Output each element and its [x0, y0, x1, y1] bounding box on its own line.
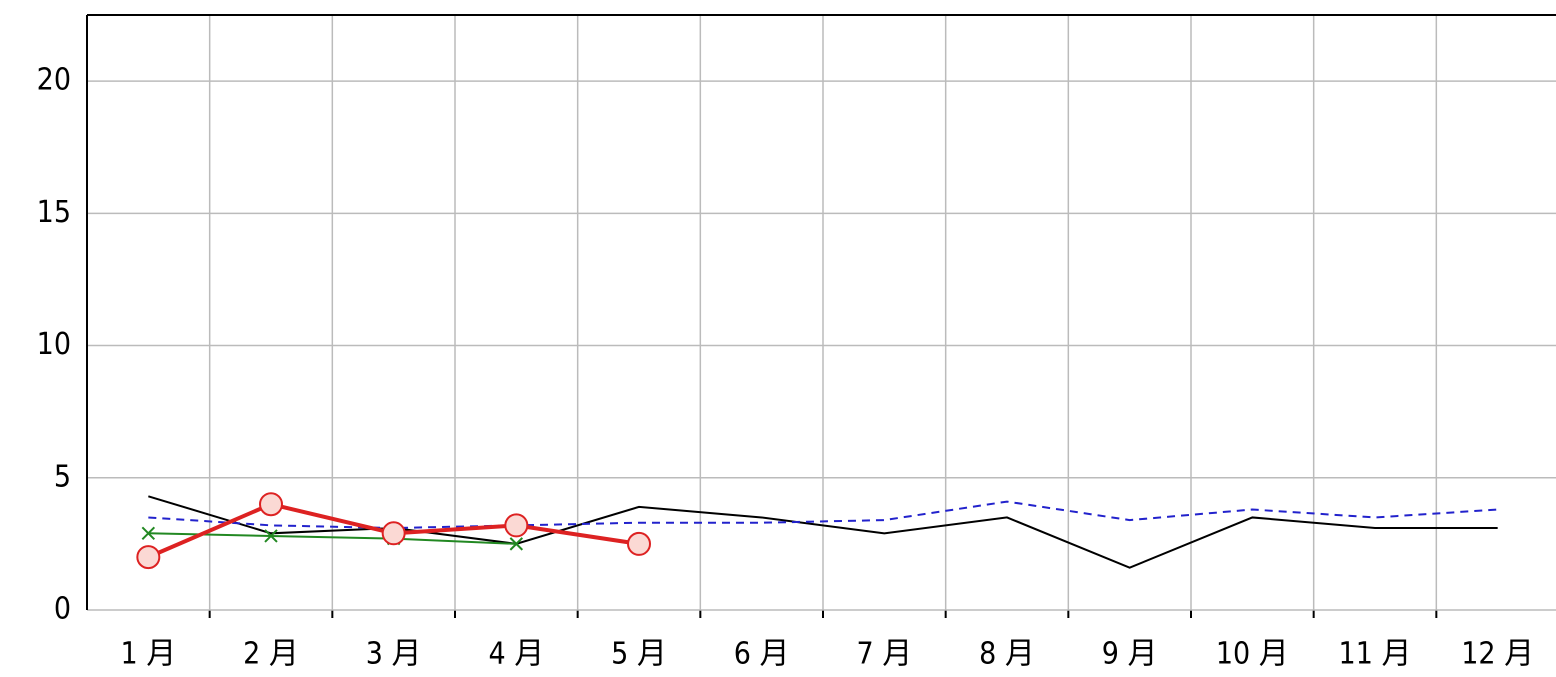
- x-tick-label: 8 月: [979, 637, 1035, 672]
- point-marker: [136, 545, 161, 570]
- x-tick-label: 1 月: [120, 637, 176, 672]
- y-tick-label: 5: [54, 459, 71, 494]
- x-tick-label: 11 月: [1339, 637, 1412, 672]
- x-tick-label: 5 月: [611, 637, 667, 672]
- x-tick-label: 10 月: [1216, 637, 1289, 672]
- point-marker: [141, 526, 156, 541]
- y-tick-label: 20: [37, 63, 71, 98]
- point-marker: [504, 513, 529, 538]
- y-tick-label: 10: [37, 327, 71, 362]
- x-tick-label: 3 月: [366, 637, 422, 672]
- x-tick-label: 7 月: [856, 637, 912, 672]
- y-tick-label: 15: [37, 195, 71, 230]
- y-tick-label: 0: [54, 592, 71, 627]
- x-tick-label: 6 月: [734, 637, 790, 672]
- x-tick-label: 4 月: [488, 637, 544, 672]
- point-marker: [264, 529, 278, 543]
- x-tick-label: 2 月: [243, 637, 299, 672]
- series-line: [148, 532, 517, 545]
- point-marker: [509, 537, 524, 551]
- x-tick-label: 9 月: [1102, 637, 1158, 672]
- x-tick-label: 12 月: [1461, 637, 1534, 672]
- point-marker: [627, 531, 651, 556]
- point-marker: [259, 492, 283, 517]
- point-marker: [381, 521, 406, 546]
